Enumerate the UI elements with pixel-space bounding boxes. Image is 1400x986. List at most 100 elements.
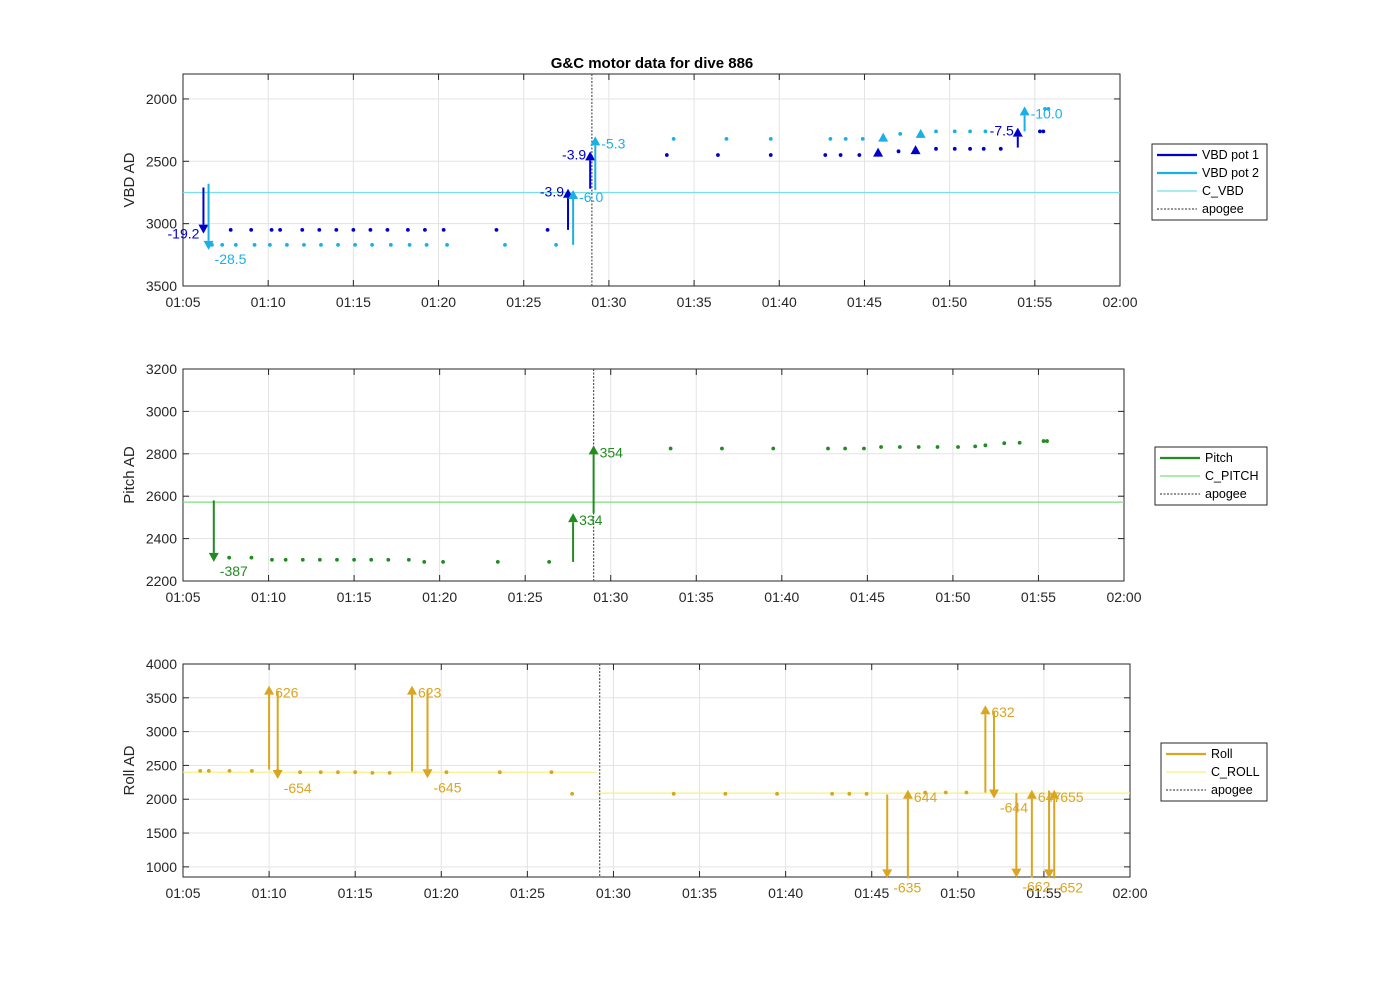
roll-xtick-label: 01:55 <box>1026 885 1061 901</box>
pitch-point <box>916 445 921 449</box>
vbd-point <box>823 153 828 157</box>
roll-point <box>847 791 852 796</box>
vbd-point <box>351 227 356 232</box>
roll-point <box>206 768 211 773</box>
pitch-xtick-label: 01:45 <box>850 589 885 605</box>
vbd-move-label: -10.0 <box>1031 105 1063 121</box>
vbd-point <box>671 136 676 141</box>
vbd-point <box>302 242 306 247</box>
pitch-point <box>1041 439 1046 443</box>
pitch-point <box>283 557 288 562</box>
vbd-point <box>370 242 375 247</box>
pitch-point <box>668 446 673 451</box>
roll-move-arrowhead <box>1011 868 1022 878</box>
roll-move-arrowhead <box>1044 869 1055 879</box>
roll-point <box>353 770 358 775</box>
vbd-point <box>336 242 340 247</box>
pitch-move-arrowhead <box>568 513 579 523</box>
pitch-point <box>720 446 724 451</box>
roll-ytick-label: 1000 <box>146 859 177 875</box>
roll-move-label: 644 <box>914 789 938 805</box>
roll-point <box>864 791 869 796</box>
roll-point <box>549 770 554 775</box>
vbd-legend-label: C_VBD <box>1202 184 1244 198</box>
vbd-point <box>445 242 449 247</box>
vbd-point <box>441 227 446 232</box>
roll-ytick-label: 1500 <box>146 825 177 841</box>
roll-point <box>249 768 254 773</box>
vbd-xtick-label: 01:25 <box>506 294 541 310</box>
roll-legend-label: Roll <box>1211 747 1233 761</box>
vbd-point <box>1046 107 1051 111</box>
roll-point <box>775 791 779 796</box>
vbd-point <box>768 153 773 157</box>
pitch-ytick-label: 2200 <box>146 573 177 589</box>
vbd-move-arrowhead <box>915 128 926 138</box>
vbd-point <box>269 227 274 232</box>
vbd-axes-box <box>182 73 1121 287</box>
vbd-move-arrowhead <box>1019 106 1030 116</box>
roll-move-arrowhead <box>902 789 913 799</box>
vbd-point <box>860 136 865 141</box>
pitch-ytick-label: 3000 <box>146 403 177 419</box>
vbd-point <box>968 129 972 134</box>
roll-point <box>964 790 969 795</box>
pitch-move-label: 334 <box>579 512 603 528</box>
pitch-xtick-label: 01:50 <box>935 589 970 605</box>
roll-point <box>943 790 948 795</box>
vbd-move-label: -5.3 <box>601 135 625 151</box>
roll-move-arrowhead <box>882 869 893 879</box>
pitch-point <box>317 557 322 562</box>
roll-move-label: -654 <box>284 780 312 796</box>
pitch-point <box>973 444 978 449</box>
vbd-xtick-label: 01:05 <box>165 294 200 310</box>
pitch-point <box>422 560 427 564</box>
pitch-point <box>352 557 356 562</box>
vbd-point <box>838 153 843 157</box>
vbd-point <box>407 242 412 247</box>
vbd-point <box>716 153 720 157</box>
pitch-move-label: -387 <box>220 563 248 579</box>
vbd-move-label: -3.9 <box>562 146 586 162</box>
vbd-xtick-label: 02:00 <box>1102 294 1137 310</box>
pitch-ytick-label: 2400 <box>146 531 177 547</box>
pitch-legend-label: Pitch <box>1205 451 1233 465</box>
roll-move-arrowhead <box>272 769 283 779</box>
vbd-point <box>952 129 957 134</box>
pitch-point <box>843 446 848 451</box>
roll-xtick-label: 01:20 <box>424 885 459 901</box>
pitch-move-arrowhead <box>208 552 219 562</box>
roll-move-arrowhead <box>1026 789 1037 799</box>
roll-xtick-label: 01:05 <box>165 885 200 901</box>
roll-move-label: 626 <box>275 685 299 701</box>
roll-ytick-label: 2000 <box>146 791 177 807</box>
vbd-xtick-label: 01:55 <box>1017 294 1052 310</box>
vbd-point <box>220 242 225 247</box>
pitch-point <box>897 445 902 449</box>
roll-xtick-label: 01:25 <box>510 885 545 901</box>
vbd-xtick-label: 01:20 <box>421 294 456 310</box>
pitch-point <box>227 555 232 560</box>
roll-point <box>497 770 502 775</box>
vbd-legend-label: VBD pot 2 <box>1202 166 1259 180</box>
vbd-point <box>981 146 986 151</box>
roll-point <box>723 791 728 796</box>
pitch-xtick-label: 01:25 <box>508 589 543 605</box>
roll-xtick-label: 01:35 <box>682 885 717 901</box>
roll-move-label: -662 <box>1022 879 1050 895</box>
vbd-point <box>828 136 833 141</box>
roll-point <box>570 791 575 796</box>
vbd-point <box>768 136 773 141</box>
vbd-point <box>934 129 938 134</box>
pitch-xtick-label: 01:05 <box>165 589 200 605</box>
vbd-point <box>300 227 305 232</box>
vbd-point <box>228 227 233 232</box>
roll-legend-label: apogee <box>1211 783 1253 797</box>
pitch-axes-box <box>182 368 1125 582</box>
vbd-point <box>388 242 393 247</box>
roll-point <box>387 770 392 775</box>
roll-point <box>671 791 676 796</box>
pitch-point <box>771 446 776 451</box>
vbd-point <box>998 146 1003 151</box>
